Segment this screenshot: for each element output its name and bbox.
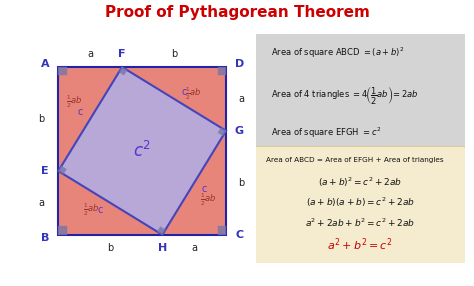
- Text: a: a: [238, 94, 244, 104]
- Polygon shape: [58, 67, 226, 235]
- Text: $(a+b)^2 = c^2 + 2ab$: $(a+b)^2 = c^2 + 2ab$: [319, 175, 402, 188]
- Text: b: b: [107, 243, 113, 253]
- Text: $(a+b)(a+b) = c^2 + 2ab$: $(a+b)(a+b) = c^2 + 2ab$: [306, 196, 415, 209]
- Polygon shape: [218, 128, 226, 136]
- Text: $\frac{1}{2}ab$: $\frac{1}{2}ab$: [200, 192, 217, 208]
- Text: H: H: [158, 243, 167, 253]
- Text: C: C: [236, 230, 244, 240]
- Polygon shape: [58, 226, 67, 235]
- Text: Area of 4 triangles $= 4\!\left(\dfrac{1}{2}ab\right)\!=2ab$: Area of 4 triangles $= 4\!\left(\dfrac{1…: [271, 85, 419, 107]
- Text: $\frac{1}{2}ab$: $\frac{1}{2}ab$: [185, 85, 201, 102]
- Text: E: E: [41, 166, 49, 176]
- Text: c: c: [77, 107, 83, 117]
- Text: a: a: [38, 198, 45, 208]
- Text: B: B: [41, 233, 49, 243]
- Text: A: A: [41, 59, 49, 69]
- Text: b: b: [38, 114, 45, 124]
- Text: b: b: [171, 49, 177, 59]
- Text: b: b: [238, 178, 244, 188]
- Polygon shape: [218, 226, 226, 235]
- Text: a: a: [191, 243, 197, 253]
- Text: $a^2 + b^2 = c^2$: $a^2 + b^2 = c^2$: [328, 237, 393, 253]
- Text: a: a: [87, 49, 93, 59]
- Text: D: D: [235, 59, 244, 69]
- Polygon shape: [58, 67, 67, 76]
- Text: $\frac{1}{2}ab$: $\frac{1}{2}ab$: [83, 202, 100, 218]
- Text: c: c: [182, 87, 187, 97]
- Text: F: F: [118, 49, 126, 59]
- Text: Area of square ABCD $= (a+b)^2$: Area of square ABCD $= (a+b)^2$: [271, 45, 404, 60]
- Text: $\frac{1}{2}ab$: $\frac{1}{2}ab$: [66, 94, 83, 110]
- FancyBboxPatch shape: [252, 146, 469, 268]
- Text: c: c: [201, 184, 207, 194]
- Polygon shape: [58, 67, 226, 235]
- FancyBboxPatch shape: [252, 32, 469, 156]
- Polygon shape: [218, 67, 226, 76]
- Text: Area of ABCD = Area of EFGH + Area of triangles: Area of ABCD = Area of EFGH + Area of tr…: [266, 157, 444, 163]
- Text: $c^2$: $c^2$: [133, 141, 151, 161]
- Text: Area of square EFGH $= c^2$: Area of square EFGH $= c^2$: [271, 126, 381, 140]
- Text: $a^2 + 2ab + b^2 = c^2 + 2ab$: $a^2 + 2ab + b^2 = c^2 + 2ab$: [305, 217, 415, 229]
- Text: G: G: [235, 126, 244, 136]
- Polygon shape: [157, 227, 165, 235]
- Polygon shape: [58, 166, 66, 174]
- Text: Proof of Pythagorean Theorem: Proof of Pythagorean Theorem: [105, 5, 369, 20]
- Text: c: c: [98, 204, 103, 214]
- Polygon shape: [119, 67, 127, 75]
